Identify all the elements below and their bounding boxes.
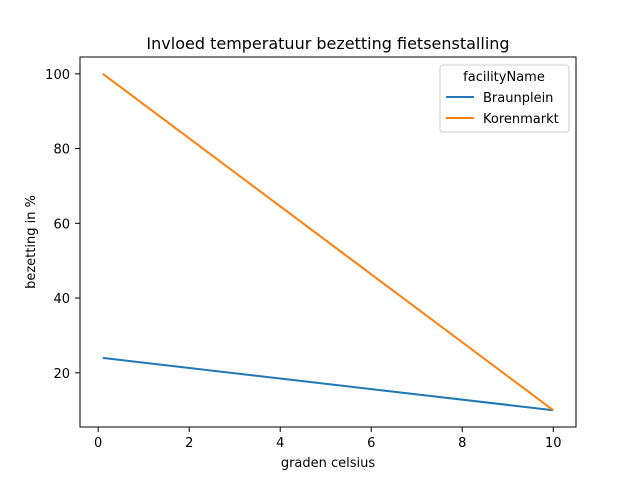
x-tick-label: 0	[94, 436, 102, 451]
x-tick-label: 6	[367, 436, 375, 451]
y-axis-label: bezetting in %	[24, 195, 39, 289]
legend: facilityName Braunplein Korenmarkt	[439, 64, 570, 133]
legend-box	[439, 64, 570, 133]
x-tick-label: 10	[545, 436, 562, 451]
series-layer	[102, 72, 554, 412]
y-tick-label: 20	[53, 367, 70, 382]
x-tick-label: 8	[458, 436, 466, 451]
y-axis: 20 40 60 80 100	[45, 68, 80, 382]
x-axis: 0 2 4 6 8 10	[94, 427, 562, 451]
y-tick-label: 40	[53, 292, 70, 307]
series-line-korenmarkt	[102, 72, 554, 412]
legend-label-korenmarkt: Korenmarkt	[483, 112, 559, 127]
legend-label-braunplein: Braunplein	[483, 91, 553, 106]
y-tick-label: 60	[53, 217, 70, 232]
y-tick-label: 80	[53, 143, 70, 158]
series-line-braunplein	[102, 356, 554, 412]
x-tick-label: 2	[185, 436, 193, 451]
x-tick-label: 4	[276, 436, 284, 451]
chart-title: Invloed temperatuur bezetting fietsensta…	[146, 34, 509, 53]
legend-title: facilityName	[463, 70, 545, 85]
plot-frame	[79, 56, 577, 428]
x-axis-label: graden celsius	[281, 456, 376, 471]
y-tick-label: 100	[45, 68, 70, 83]
